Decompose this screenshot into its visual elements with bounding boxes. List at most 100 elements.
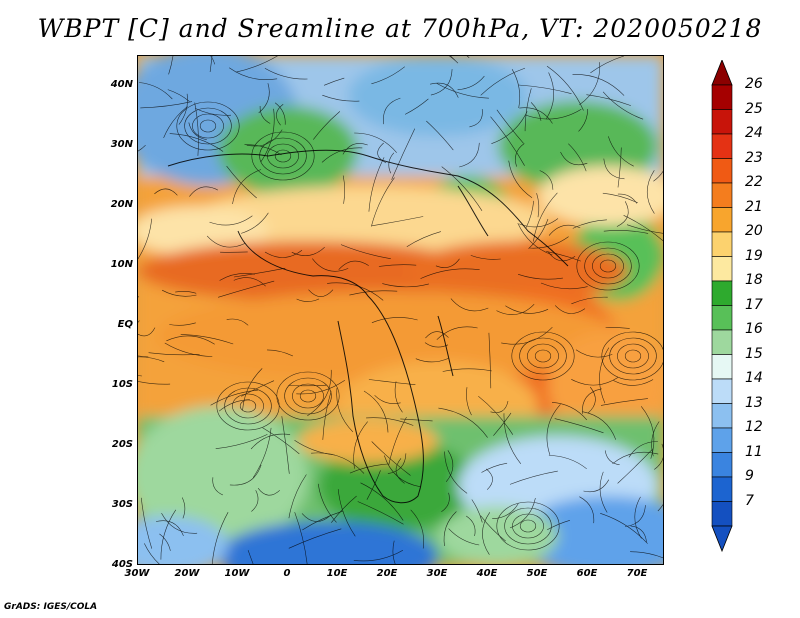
streamline [164, 342, 213, 357]
colorbar-swatch [711, 84, 733, 110]
streamline [616, 201, 629, 227]
streamline [525, 200, 534, 228]
vortex-ring [274, 149, 292, 163]
streamline [313, 111, 341, 140]
lon-label: 20W [174, 568, 200, 579]
streamline [519, 107, 553, 124]
streamline [626, 224, 663, 234]
streamline [630, 525, 647, 543]
colorbar-swatch [711, 329, 733, 355]
streamline [430, 82, 459, 98]
streamline [634, 496, 642, 539]
streamline [327, 282, 384, 301]
streamline [590, 56, 624, 74]
colorbar-swatch [711, 378, 733, 404]
streamline [360, 482, 404, 521]
streamline [533, 192, 558, 242]
streamline [371, 317, 418, 323]
streamline [247, 550, 254, 564]
colorbar-label: 26 [745, 76, 763, 92]
streamline [188, 122, 207, 140]
streamline [459, 142, 480, 168]
streamline [251, 490, 259, 512]
streamline [241, 380, 275, 397]
streamline [383, 97, 401, 125]
streamline [368, 379, 416, 385]
map-title: WBPT [C] and Sreamline at 700hPa, VT: 20… [37, 14, 763, 43]
streamline [382, 283, 429, 288]
streamline [288, 384, 327, 387]
streamline [441, 166, 483, 211]
streamline [264, 67, 308, 80]
streamline [288, 474, 307, 519]
colorbar-label: 17 [745, 296, 763, 313]
vortex-ring [519, 337, 567, 375]
colorbar [711, 60, 733, 553]
streamline [169, 133, 224, 152]
lat-label: 30S [111, 499, 133, 510]
streamline [138, 327, 156, 337]
streamline [400, 418, 433, 422]
streamline [599, 471, 608, 513]
streamline [404, 98, 429, 115]
streamline [371, 66, 405, 85]
streamline [308, 289, 334, 297]
colorbar-label: 18 [745, 272, 763, 288]
streamline [388, 416, 407, 465]
vortex-ring [617, 343, 649, 369]
streamline [442, 368, 492, 372]
streamline [480, 67, 526, 96]
streamline [354, 132, 397, 153]
streamline [445, 450, 454, 482]
lat-label: 40S [111, 559, 133, 570]
vortex-ring [601, 331, 663, 381]
vortex-ring [284, 377, 332, 415]
lat-label: 10N [110, 259, 133, 270]
streamline [371, 441, 411, 476]
streamline [363, 390, 389, 433]
streamline [505, 305, 549, 314]
streamline [617, 193, 638, 204]
streamline [322, 391, 332, 440]
streamline [226, 318, 249, 326]
streamline [166, 335, 215, 345]
streamline [368, 157, 385, 212]
colorbar-label: 12 [745, 419, 763, 435]
streamline [572, 219, 607, 229]
streamline [138, 82, 173, 100]
vortex-ring [251, 131, 315, 181]
streamline [603, 158, 625, 180]
streamline [338, 260, 369, 270]
lat-label: EQ [117, 319, 133, 330]
streamline [651, 421, 660, 457]
streamline [547, 520, 570, 531]
lon-label: 30E [426, 568, 448, 579]
colorbar-label: 24 [745, 125, 763, 141]
streamline [457, 75, 485, 90]
colorbar-label: 13 [745, 394, 763, 411]
colorbar-swatch [711, 427, 733, 453]
streamline [511, 69, 521, 108]
streamline [508, 160, 533, 198]
streamline [536, 193, 540, 218]
streamline [353, 421, 368, 469]
colorbar-swatch [711, 476, 733, 502]
streamline [583, 479, 610, 493]
streamline [420, 268, 480, 279]
streamline [209, 215, 253, 226]
streamline [215, 434, 268, 449]
streamline [262, 427, 300, 455]
streamline [657, 504, 663, 512]
streamline [628, 441, 658, 458]
lat-label: 10S [111, 379, 133, 390]
streamline [443, 511, 457, 547]
streamline [226, 165, 257, 199]
lat-label: 20N [110, 199, 133, 210]
streamline [154, 188, 178, 196]
streamline [342, 143, 368, 155]
streamline [617, 147, 622, 188]
streamline [301, 513, 332, 522]
streamline [342, 175, 345, 204]
streamline [371, 177, 395, 227]
streamline [582, 388, 602, 414]
